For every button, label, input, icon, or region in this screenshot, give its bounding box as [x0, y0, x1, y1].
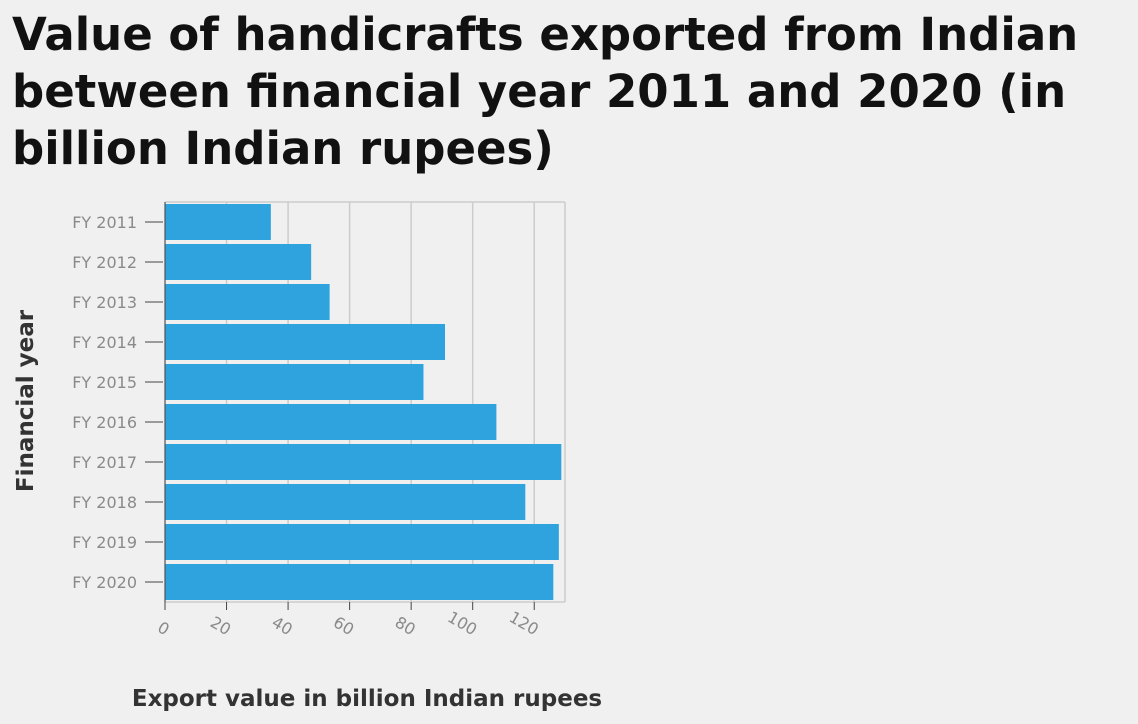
- x-tick-label: 60: [330, 612, 357, 639]
- chart-title: Value of handicrafts exported from India…: [12, 8, 1079, 175]
- y-tick-label: FY 2013: [72, 293, 137, 312]
- y-tick-label: FY 2015: [72, 373, 137, 392]
- x-tick-label: 20: [207, 612, 234, 639]
- x-axis-label: Export value in billion Indian rupees: [132, 686, 602, 712]
- bar: [165, 244, 312, 280]
- bar: [165, 204, 271, 240]
- y-tick-label: FY 2012: [72, 253, 137, 272]
- x-tick-label: 0: [154, 618, 172, 640]
- y-tick-label: FY 2019: [72, 533, 137, 552]
- y-axis-label: Financial year: [13, 309, 39, 492]
- bars: [165, 204, 562, 600]
- y-tick-label: FY 2011: [72, 213, 137, 232]
- y-axis-ticks: FY 2011 FY 2012 FY 2013 FY 2014 FY 2015 FY 20…: [72, 202, 166, 602]
- x-tick-label: 80: [392, 612, 419, 639]
- x-axis-ticks: 0 20 40 60 80 100 120: [154, 602, 542, 639]
- x-tick-label: 40: [269, 612, 296, 639]
- x-tick-label: 120: [506, 607, 542, 639]
- bar: [165, 364, 424, 400]
- bar: [165, 284, 330, 320]
- bar: [165, 564, 554, 600]
- x-tick-label: 100: [444, 607, 480, 639]
- y-tick-label: FY 2016: [72, 413, 137, 432]
- y-tick-label: FY 2014: [72, 333, 137, 352]
- bar: [165, 524, 559, 560]
- y-tick-label: FY 2017: [72, 453, 137, 472]
- y-tick-label: FY 2020: [72, 573, 137, 592]
- bar: [165, 484, 526, 520]
- bar: [165, 444, 562, 480]
- y-tick-label: FY 2018: [72, 493, 137, 512]
- bar: [165, 404, 497, 440]
- bar: [165, 324, 445, 360]
